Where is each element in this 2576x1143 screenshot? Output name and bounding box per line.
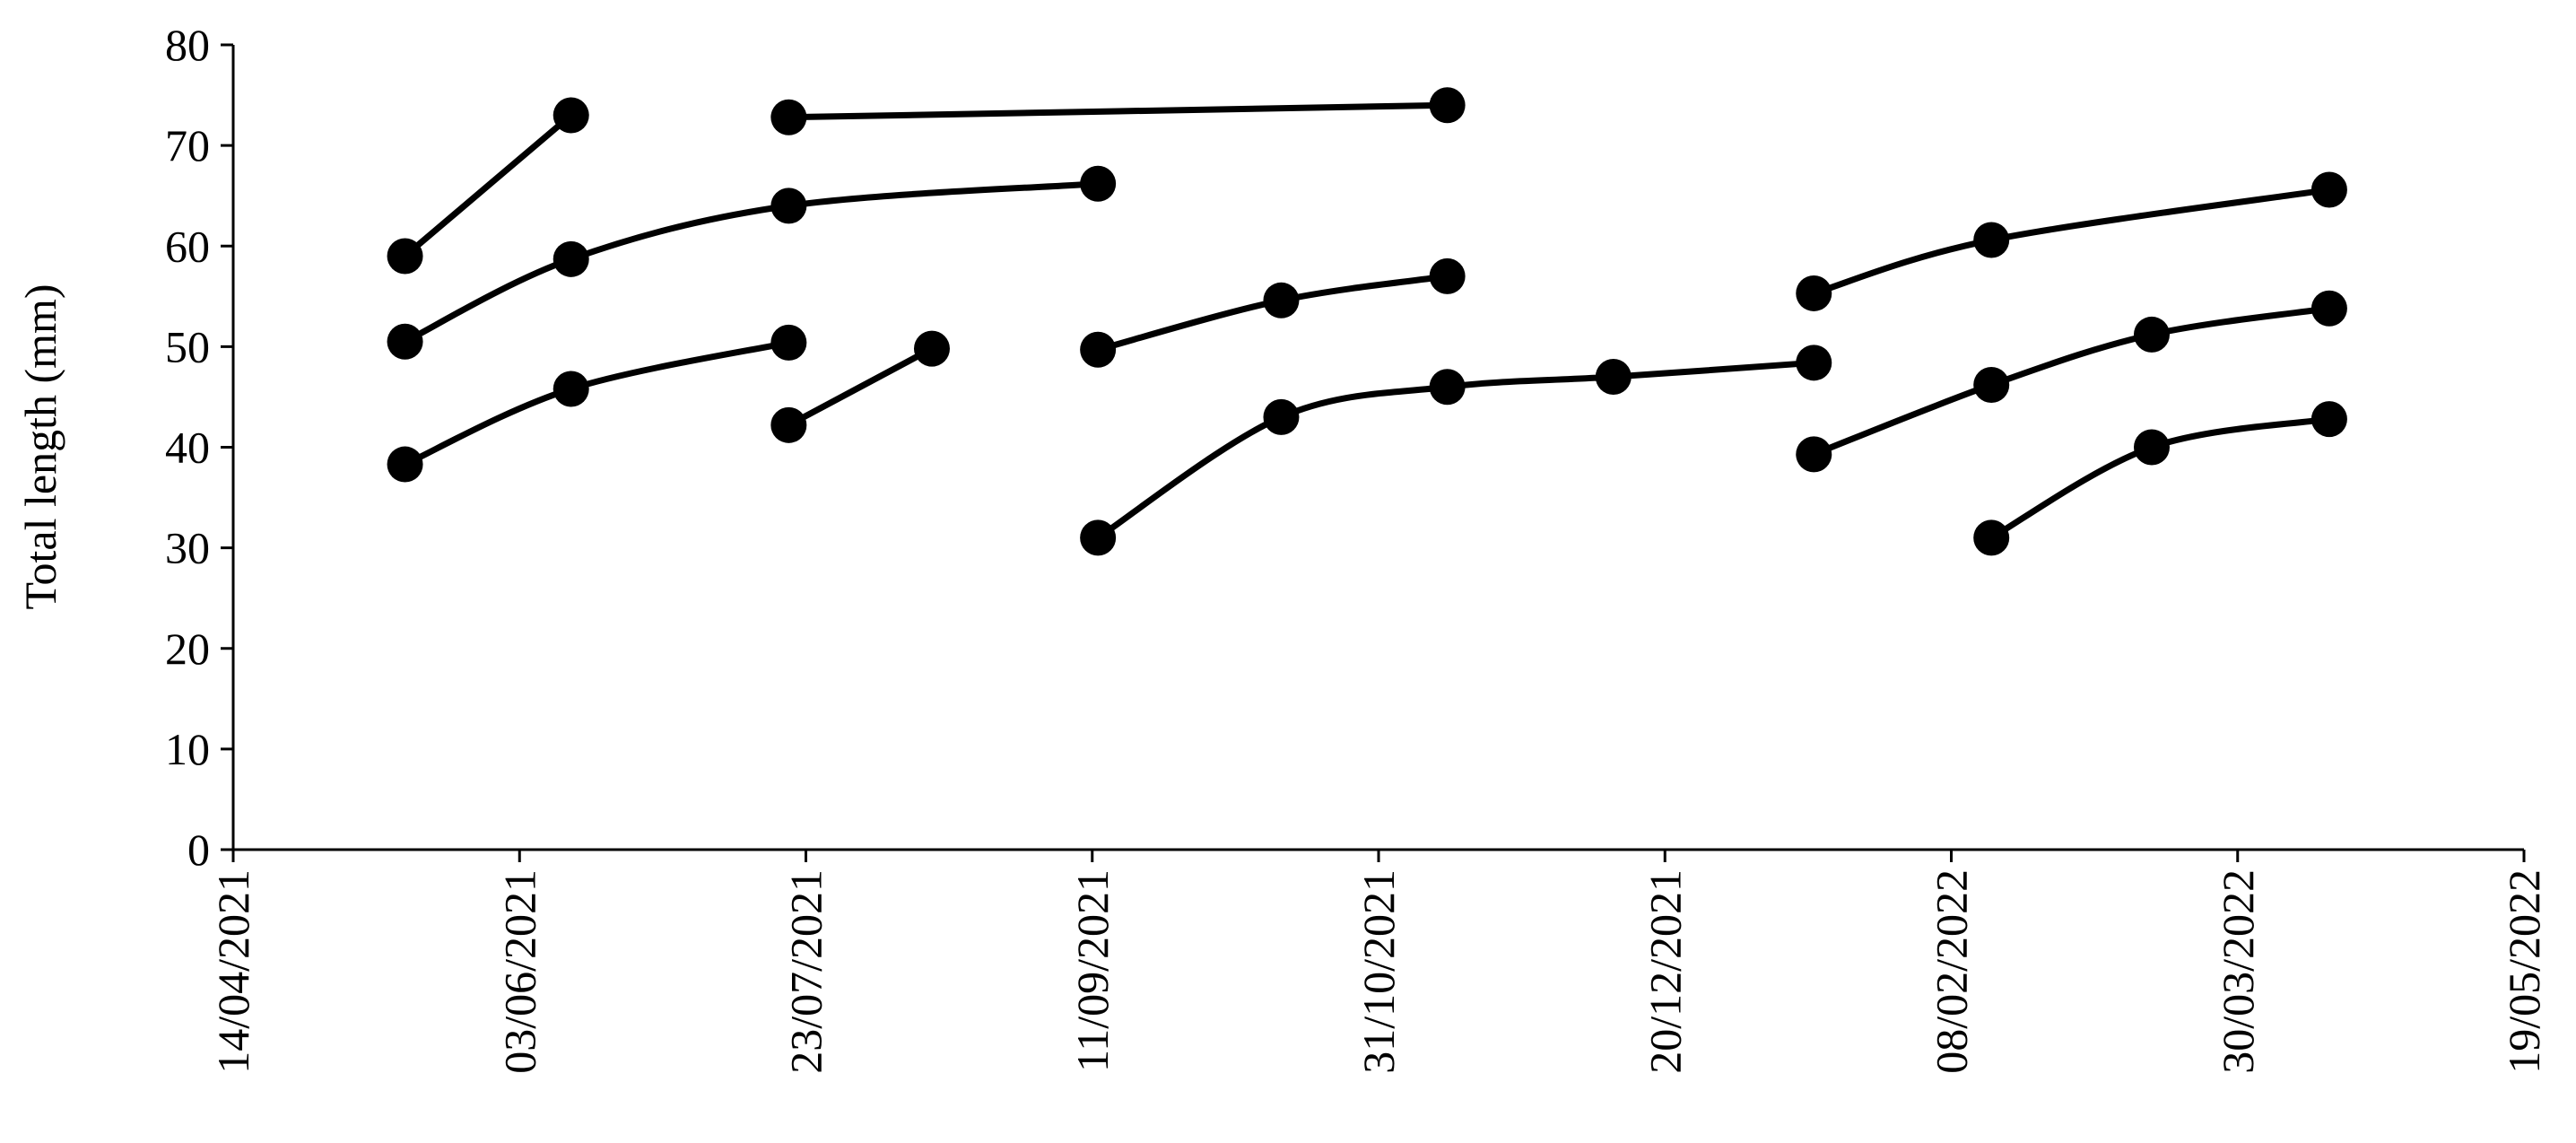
- data-point: [2311, 171, 2347, 208]
- data-point: [387, 323, 423, 360]
- data-point: [553, 371, 589, 407]
- data-point: [1429, 87, 1466, 124]
- y-tick-label: 20: [165, 624, 210, 674]
- data-point: [2133, 429, 2170, 466]
- data-point: [1080, 165, 1117, 202]
- data-point: [1263, 398, 1300, 435]
- data-point: [770, 99, 807, 135]
- series-line: [403, 180, 1099, 345]
- y-tick-label: 50: [165, 321, 210, 371]
- data-point: [2311, 290, 2347, 327]
- data-point: [1263, 282, 1300, 318]
- x-tick-label: 14/04/2021: [208, 869, 258, 1074]
- series-line: [403, 112, 573, 259]
- x-tick-label: 23/07/2021: [781, 869, 831, 1074]
- x-tick-label: 08/02/2022: [1927, 869, 1977, 1074]
- data-point: [553, 240, 589, 277]
- y-tick-label: 80: [165, 20, 210, 70]
- y-axis-label: Total length (mm): [15, 284, 65, 609]
- y-tick-label: 0: [187, 825, 210, 875]
- data-point: [1796, 436, 1832, 473]
- y-tick-label: 30: [165, 523, 210, 573]
- data-point: [1796, 275, 1832, 311]
- y-tick-label: 40: [165, 423, 210, 473]
- y-tick-label: 60: [165, 221, 210, 271]
- series-line: [1812, 305, 2330, 458]
- data-point: [1429, 369, 1466, 406]
- x-tick-label: 11/09/2021: [1067, 869, 1118, 1072]
- x-tick-label: 03/06/2021: [494, 869, 544, 1074]
- x-tick-label: 30/03/2022: [2213, 869, 2263, 1074]
- data-point: [770, 324, 807, 361]
- y-tick-label: 10: [165, 724, 210, 774]
- data-point: [913, 330, 950, 367]
- data-point: [1973, 366, 2010, 403]
- data-point: [387, 238, 423, 275]
- data-point: [387, 446, 423, 483]
- x-tick-label: 19/05/2022: [2499, 869, 2549, 1074]
- x-tick-label: 31/10/2021: [1353, 869, 1404, 1074]
- data-point: [2133, 316, 2170, 353]
- data-point: [2311, 401, 2347, 438]
- data-point: [1973, 519, 2010, 556]
- data-point: [1595, 359, 1632, 396]
- data-point: [1080, 519, 1117, 556]
- data-point: [770, 406, 807, 443]
- x-tick-label: 20/12/2021: [1640, 869, 1690, 1074]
- series-line: [788, 101, 1448, 121]
- series-line: [787, 345, 934, 428]
- y-tick-label: 70: [165, 120, 210, 170]
- data-point: [770, 188, 807, 224]
- data-point: [1973, 222, 2010, 258]
- series-line: [1813, 186, 2330, 297]
- data-point: [553, 97, 589, 134]
- series-line: [404, 339, 790, 467]
- data-point: [1080, 331, 1117, 368]
- data-point: [1796, 345, 1832, 381]
- data-point: [1429, 257, 1466, 294]
